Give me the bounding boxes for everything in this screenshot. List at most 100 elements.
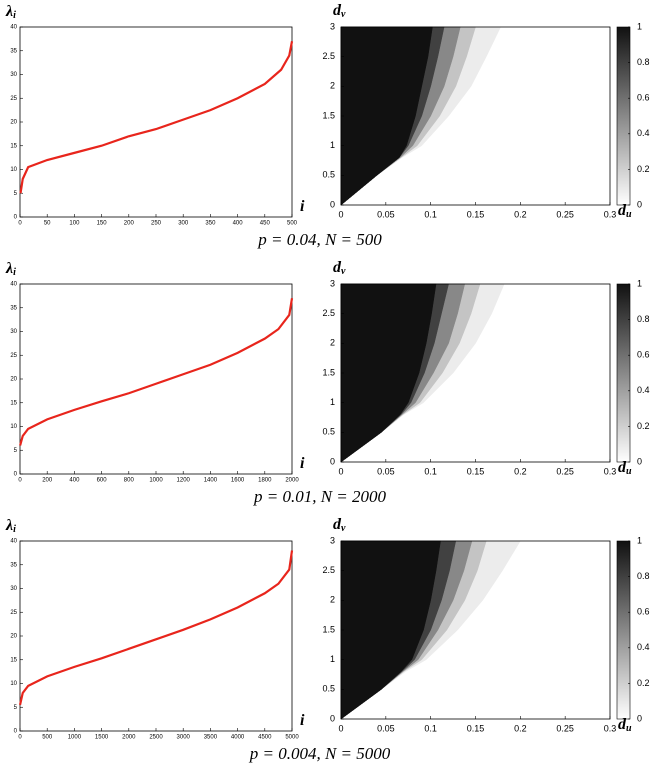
- colorbar-tick-label: 0.6: [637, 350, 650, 360]
- colorbar: [616, 283, 631, 463]
- axis-label-main: d: [618, 716, 627, 733]
- y-tick-label: 35: [10, 305, 17, 311]
- x-tick-label: 250: [151, 221, 162, 227]
- axis-label-sub: v: [341, 9, 346, 20]
- y-tick-label: 25: [10, 96, 17, 102]
- y-tick-label: 0: [14, 215, 18, 221]
- colorbar-tick-label: 0.2: [637, 421, 650, 431]
- y-tick-label: 0: [330, 713, 335, 723]
- x-tick-label: 1600: [231, 478, 245, 484]
- x-tick-label: 0.1: [424, 209, 437, 219]
- axis-label-sub: i: [13, 524, 16, 535]
- x-tick-label: 1400: [204, 478, 218, 484]
- plot-frame: [19, 540, 293, 732]
- level-region: [340, 26, 433, 206]
- y-tick-label: 1.5: [322, 367, 335, 377]
- x-tick-label: 450: [260, 221, 271, 227]
- colorbar-tick-label: 0.4: [637, 385, 650, 395]
- y-tick-label: 3: [330, 535, 335, 545]
- axis-label: du: [618, 716, 632, 735]
- y-tick-label: 25: [10, 610, 17, 616]
- axis-label-main: λ: [5, 517, 13, 534]
- axis-label: i: [300, 712, 305, 729]
- y-tick-label: 3: [330, 278, 335, 288]
- series-line: [19, 298, 294, 446]
- y-tick-label: 15: [10, 143, 17, 149]
- level-region: [340, 283, 437, 463]
- y-tick-label: 10: [10, 167, 17, 173]
- axis-label: du: [618, 202, 632, 221]
- level-region: [340, 540, 441, 720]
- x-tick-label: 4500: [258, 735, 272, 741]
- x-tick-label: 300: [178, 221, 189, 227]
- axis-label: dv: [333, 259, 346, 278]
- x-tick-label: 0.1: [424, 723, 437, 733]
- axis-label: dv: [333, 516, 346, 535]
- y-tick-label: 35: [10, 48, 17, 54]
- x-tick-label: 1000: [149, 478, 163, 484]
- axis-label-main: d: [618, 202, 627, 219]
- x-tick-label: 0.25: [556, 209, 574, 219]
- x-tick-label: 2500: [149, 735, 163, 741]
- x-tick-label: 0.2: [514, 209, 527, 219]
- x-tick-label: 0: [18, 221, 22, 227]
- axis-label-sub: i: [13, 10, 16, 21]
- axis-label: λi: [5, 3, 16, 22]
- x-tick-label: 0.25: [556, 723, 574, 733]
- colorbar-tick-label: 0.4: [637, 128, 650, 138]
- x-tick-label: 0.25: [556, 466, 574, 476]
- plot-frame: [19, 283, 293, 475]
- x-tick-label: 100: [69, 221, 80, 227]
- y-tick-label: 2: [330, 81, 335, 91]
- y-tick-label: 0: [14, 472, 18, 478]
- axis-label: dv: [333, 2, 346, 21]
- x-tick-label: 0: [338, 466, 343, 476]
- axis-label-sub: v: [341, 523, 346, 534]
- series-line: [18, 550, 294, 706]
- y-tick-label: 5: [14, 448, 18, 454]
- x-tick-label: 3000: [177, 735, 191, 741]
- y-tick-label: 0.5: [322, 427, 335, 437]
- caption: p = 0.04, N = 500: [257, 230, 382, 249]
- y-tick-label: 2: [330, 338, 335, 348]
- y-tick-label: 30: [10, 586, 17, 592]
- colorbar-tick-label: 0.8: [637, 57, 650, 67]
- axis-label-main: λ: [5, 260, 13, 277]
- x-tick-label: 0.15: [467, 209, 485, 219]
- series-line: [19, 41, 294, 194]
- x-tick-label: 0.15: [467, 723, 485, 733]
- y-tick-label: 5: [14, 705, 18, 711]
- x-tick-label: 0.05: [377, 466, 395, 476]
- y-tick-label: 40: [10, 539, 17, 545]
- axis-label: λi: [5, 260, 16, 279]
- colorbar-tick-label: 1: [637, 278, 642, 288]
- x-tick-label: 1500: [95, 735, 109, 741]
- x-tick-label: 400: [69, 478, 80, 484]
- x-tick-label: 200: [42, 478, 53, 484]
- x-tick-label: 2000: [122, 735, 136, 741]
- axis-label-main: d: [333, 2, 342, 19]
- axis-label-main: d: [333, 516, 342, 533]
- x-tick-label: 0.05: [377, 723, 395, 733]
- x-tick-label: 0.2: [514, 723, 527, 733]
- x-tick-label: 1800: [258, 478, 272, 484]
- colorbar-tick-label: 1: [637, 21, 642, 31]
- y-tick-label: 2.5: [322, 308, 335, 318]
- x-tick-label: 3500: [204, 735, 218, 741]
- y-tick-label: 1: [330, 397, 335, 407]
- x-tick-label: 0.1: [424, 466, 437, 476]
- y-tick-label: 2.5: [322, 51, 335, 61]
- colorbar-tick-label: 0.2: [637, 678, 650, 688]
- x-tick-label: 0: [338, 723, 343, 733]
- y-tick-label: 20: [10, 634, 17, 640]
- x-tick-label: 500: [287, 221, 298, 227]
- plot-frame: [19, 26, 293, 218]
- caption: p = 0.004, N = 5000: [249, 744, 391, 763]
- axis-label-sub: v: [341, 266, 346, 277]
- y-tick-label: 10: [10, 424, 17, 430]
- y-tick-label: 1.5: [322, 110, 335, 120]
- x-tick-label: 0.3: [604, 209, 617, 219]
- colorbar-tick-label: 0.6: [637, 93, 650, 103]
- x-tick-label: 0: [18, 735, 22, 741]
